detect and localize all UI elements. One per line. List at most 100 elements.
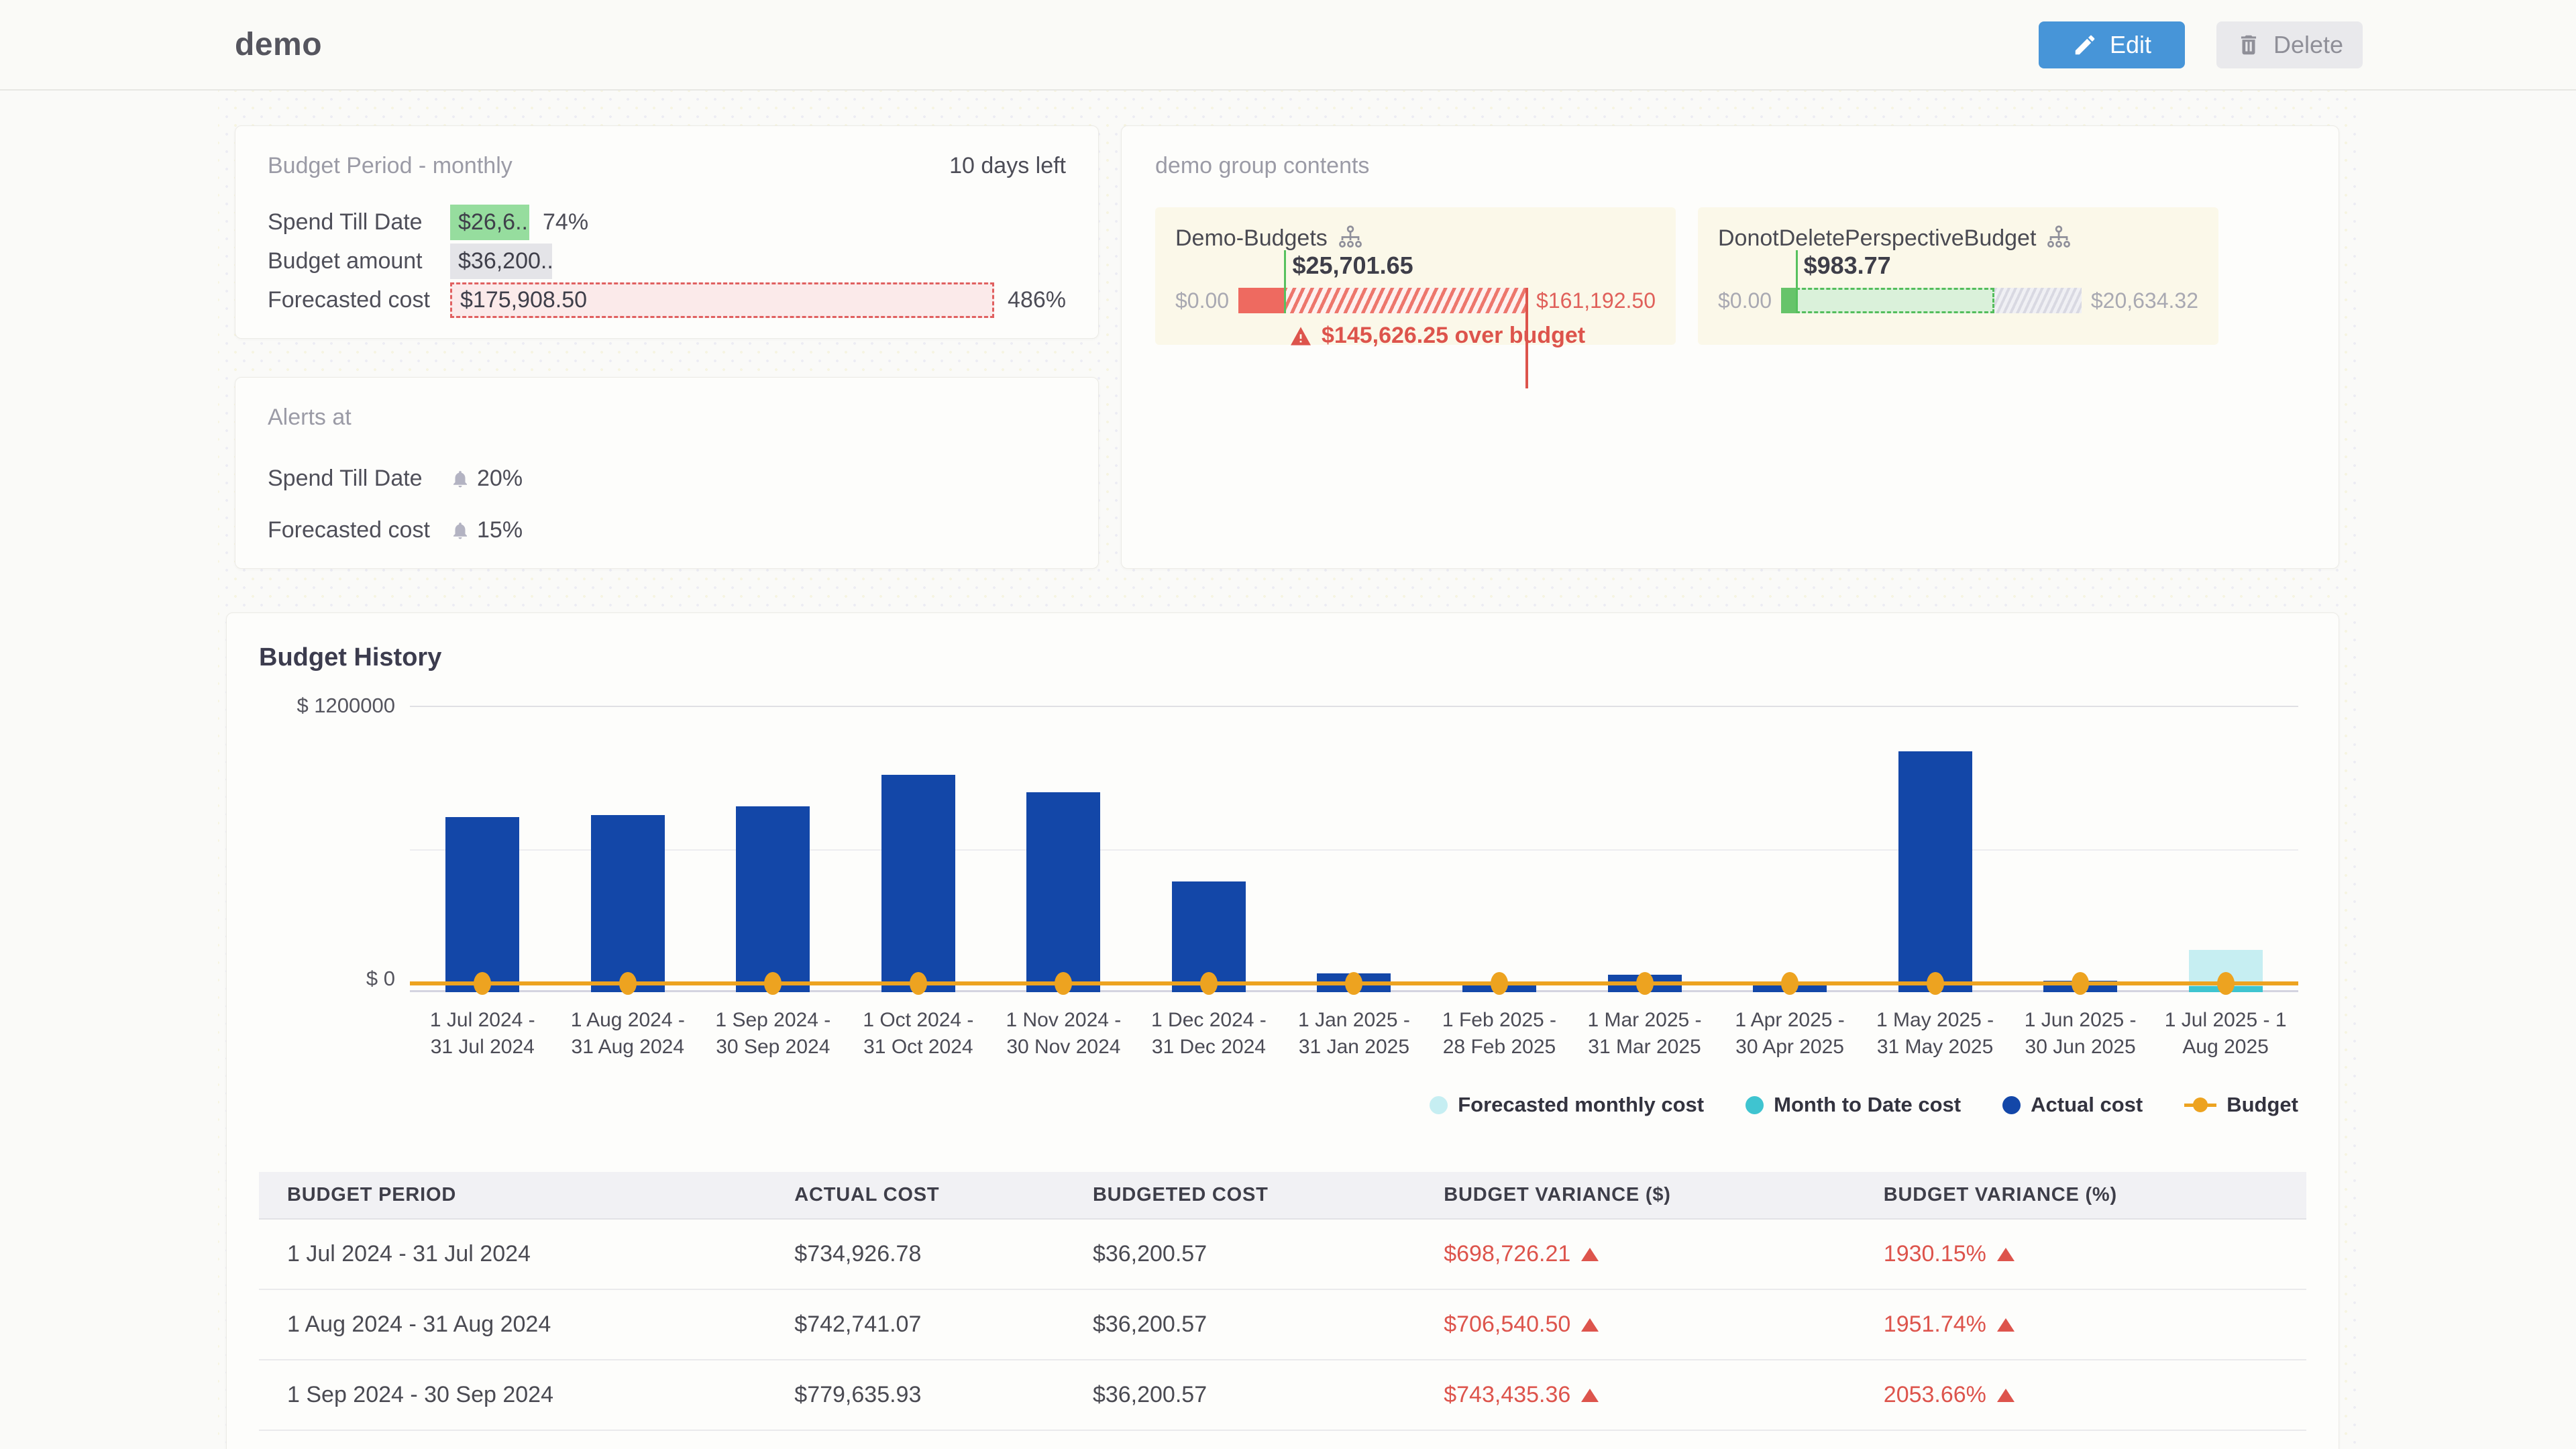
chart-legend: Forecasted monthly cost Month to Date cos… [259, 1093, 2298, 1117]
chart-category-group [1862, 706, 2008, 996]
spend-marker-value: $25,701.65 [1292, 252, 1413, 279]
budget-point-marker [1926, 972, 1944, 996]
x-axis-tick-label: 1 Oct 2024 - 31 Oct 2024 [863, 1009, 974, 1058]
legend-label: Budget [2226, 1093, 2298, 1116]
chart-category-group [991, 706, 1136, 996]
legend-label: Actual cost [2031, 1093, 2143, 1116]
budget-period-row: Forecasted cost $175,908.50 486% [268, 282, 1066, 318]
legend-label: Forecasted monthly cost [1458, 1093, 1705, 1116]
actual-cost-bar [590, 814, 665, 992]
trash-icon [2241, 35, 2257, 54]
gridline-top [410, 706, 2298, 707]
table-header-cell: ACTUAL COST [766, 1172, 1065, 1220]
budget-point-marker [764, 972, 782, 996]
budget-history-title: Budget History [259, 643, 442, 672]
legend-item-forecast: Forecasted monthly cost [1430, 1093, 1704, 1117]
alerts-card-title: Alerts at [268, 405, 352, 430]
legend-item-budget: Budget [2184, 1093, 2298, 1117]
chart-category-group [1136, 706, 1282, 996]
table-cell: $742,741.07 [766, 1289, 1065, 1360]
chart-category-group [1427, 706, 1572, 996]
up-triangle-icon [1581, 1248, 1599, 1261]
up-triangle-icon [1581, 1318, 1599, 1332]
delete-button[interactable]: Delete [2216, 21, 2363, 68]
chart-category-group [1281, 706, 1427, 996]
table-row: 1 Aug 2024 - 31 Aug 2024 $742,741.07 $36,2… [259, 1289, 2306, 1360]
chart-category-group [1572, 706, 1717, 996]
overbudget-segment [1284, 288, 1527, 313]
alert-row: Forecasted cost 15% [268, 517, 1066, 543]
hierarchy-icon [1338, 225, 1362, 248]
budget-period-card-title: Budget Period - monthly [268, 153, 513, 178]
budget-progress-row: $0.00 $983.77 $20,634.32 [1718, 250, 2198, 313]
x-axis-tick-label: 1 Nov 2024 - 30 Nov 2024 [1006, 1009, 1122, 1058]
alert-percent: 20% [477, 466, 523, 491]
actual-cost-bar [881, 775, 955, 992]
warning-icon [1291, 326, 1311, 345]
budget-panel-name[interactable]: DonotDeletePerspectiveBudget [1718, 225, 2198, 252]
budget-period-percent: 74% [543, 209, 589, 235]
budget-panel[interactable]: Demo-Budgets $0.00 $25,701.65 $161,192.50 $1… [1155, 207, 1676, 388]
remaining-segment [1994, 288, 2082, 313]
spend-marker-line [1284, 250, 1287, 313]
variance-cell: $698,726.21 [1415, 1219, 1856, 1290]
x-axis-tick-label: 1 Sep 2024 - 30 Sep 2024 [715, 1009, 831, 1058]
variance-cell: $743,435.36 [1415, 1360, 1856, 1431]
edit-button-label: Edit [2109, 30, 2152, 58]
table-cell: 1 Sep 2024 - 30 Sep 2024 [259, 1360, 767, 1431]
table-cell: $36,200.57 [1064, 1219, 1416, 1290]
budget-panel-name[interactable]: Demo-Budgets [1175, 225, 1656, 252]
table-cell: $734,926.78 [766, 1219, 1065, 1290]
group-contents-card: demo group contents Demo-Budgets $0.00 $25… [1121, 125, 2339, 569]
table-cell: 1 Jul 2024 - 31 Jul 2024 [259, 1219, 767, 1290]
budget-period-row-label: Forecasted cost [268, 287, 430, 313]
spend-segment [1238, 288, 1285, 313]
budget-history-chart: $ 1200000 $ 0 1 Jul 2024 - 31 Jul 2024 1 … [259, 694, 2306, 1117]
x-axis-tick-label: 1 Jan 2025 - 31 Jan 2025 [1298, 1009, 1410, 1058]
legend-item-mtd: Month to Date cost [1746, 1093, 1961, 1117]
alerts-card: Alerts at Spend Till Date 20% Forecasted c… [235, 377, 1099, 569]
mtd-legend-swatch [1746, 1095, 1764, 1114]
edit-button[interactable]: Edit [2039, 21, 2185, 68]
page-content: Budget Period - monthly 10 days left Spe… [218, 91, 2356, 1449]
y-axis-label-max: $ 1200000 [297, 694, 395, 717]
budget-name-label: DonotDeletePerspectiveBudget [1718, 225, 2037, 251]
budget-point-marker [2072, 972, 2090, 996]
alert-row-label: Spend Till Date [268, 466, 423, 491]
forecast-legend-swatch [1430, 1095, 1448, 1114]
table-cell: 1 Aug 2024 - 31 Aug 2024 [259, 1289, 767, 1360]
budget-max-label: $161,192.50 [1536, 288, 1656, 313]
spend-segment [1781, 288, 1796, 313]
budget-history-card: Budget History $ 1200000 $ 0 1 Jul 2024 … [226, 612, 2339, 1449]
budget-progress-row: $0.00 $25,701.65 $161,192.50 [1175, 250, 1656, 388]
up-triangle-icon [1996, 1318, 2015, 1332]
actual-cost-bar [736, 806, 810, 992]
chart-category-group [1717, 706, 1863, 996]
budget-point-marker [619, 972, 637, 996]
budget-max-label: $20,634.32 [2090, 288, 2198, 313]
left-column: Budget Period - monthly 10 days left Spe… [235, 125, 1099, 569]
table-row: 1 Jul 2024 - 31 Jul 2024 $734,926.78 $36,2… [259, 1219, 2306, 1290]
up-triangle-icon [1996, 1248, 2015, 1261]
up-triangle-icon [1581, 1389, 1599, 1402]
alert-threshold-value: 20% [450, 466, 523, 492]
table-cell: $36,200.57 [1064, 1289, 1416, 1360]
x-axis-labels: 1 Jul 2024 - 31 Jul 2024 1 Aug 2024 - 31 … [410, 1007, 2298, 1061]
alerts-rows: Spend Till Date 20% Forecasted cost 15% [268, 466, 1066, 543]
budget-panel[interactable]: DonotDeletePerspectiveBudget $0.00 $983.77… [1698, 207, 2218, 345]
spend-marker-line [1795, 250, 1798, 313]
alert-threshold-value: 15% [450, 517, 523, 543]
budget-point-marker [1635, 972, 1654, 996]
chart-bars [410, 706, 2298, 996]
days-left-label: 10 days left [949, 153, 1066, 178]
variance-cell: $706,540.50 [1415, 1289, 1856, 1360]
x-axis-tick-label: 1 Dec 2024 - 31 Dec 2024 [1151, 1009, 1267, 1058]
budget-period-rows: Spend Till Date $26,6... 74% Budget amount $… [268, 205, 1066, 318]
x-axis-tick-label: 1 Apr 2025 - 30 Apr 2025 [1735, 1009, 1845, 1058]
chart-category-group [2153, 706, 2298, 996]
budget-point-marker [2216, 972, 2235, 996]
budget-period-card: Budget Period - monthly 10 days left Spe… [235, 125, 1099, 339]
variance-cell: 1951.74% [1855, 1289, 2306, 1360]
table-body: 1 Jul 2024 - 31 Jul 2024 $734,926.78 $36,2… [259, 1219, 2306, 1431]
